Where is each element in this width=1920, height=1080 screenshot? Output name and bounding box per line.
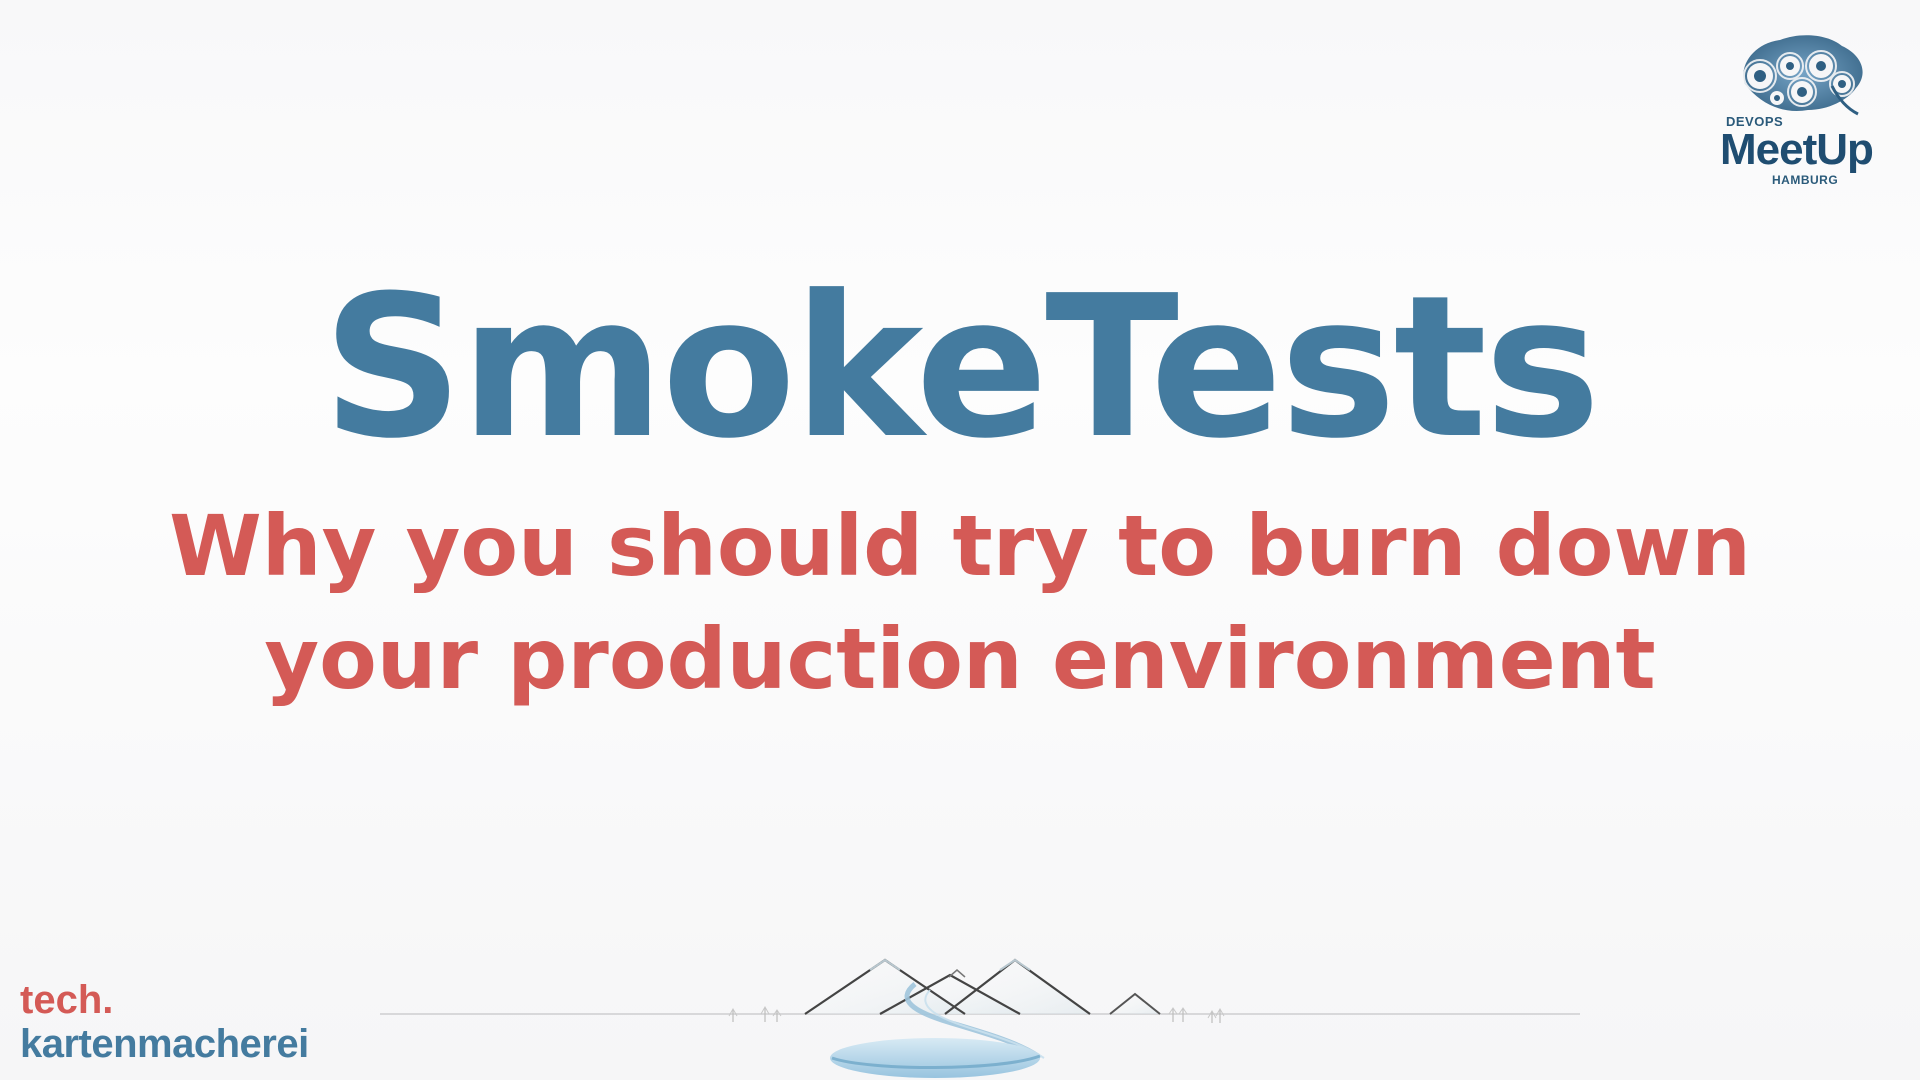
slide-title: SmokeTests [322,254,1601,482]
mountains-lake-illustration [380,958,1580,1078]
company-logo-line1: tech. [20,978,114,1022]
subtitle-line-2: your production environment [264,610,1656,709]
meetup-main-text: MeetUp [1720,125,1874,174]
meetup-logo: DEVOPS MeetUp HAMBURG [1720,26,1890,196]
meetup-city-text: HAMBURG [1772,173,1839,187]
company-logo-line2: kartenmacherei [20,1022,309,1066]
subtitle-line-1: Why you should try to burn down [169,497,1751,595]
title-block: SmokeTests Why you should try to burn do… [0,270,1920,717]
company-logo: tech. kartenmacherei [20,980,309,1064]
meetup-top-text: DEVOPS [1726,114,1784,129]
slide-subtitle: Why you should try to burn down your pro… [0,490,1920,717]
gears-brain-icon [1743,35,1863,116]
